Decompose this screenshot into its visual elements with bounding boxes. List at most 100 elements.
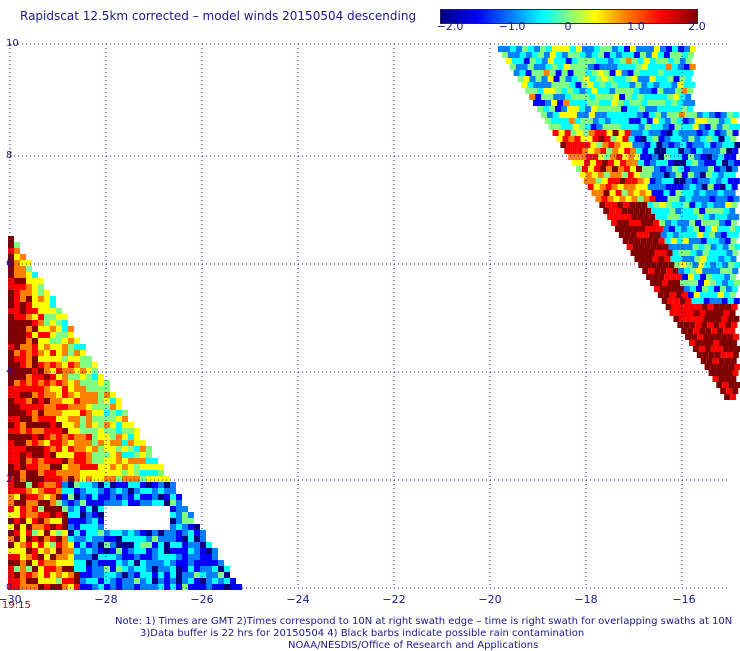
wind-cell: [617, 220, 624, 226]
wind-cell: [677, 82, 684, 88]
wind-cell: [38, 494, 44, 500]
wind-cell: [642, 112, 649, 118]
wind-cell: [140, 560, 146, 566]
wind-cell: [182, 530, 188, 536]
wind-cell: [685, 58, 692, 64]
wind-cell: [712, 154, 719, 160]
wind-cell: [614, 106, 621, 112]
wind-cell: [715, 196, 722, 202]
wind-cell: [20, 296, 26, 302]
wind-cell: [110, 554, 116, 560]
wind-cell: [68, 428, 74, 434]
wind-cell: [669, 208, 676, 214]
wind-cell: [663, 172, 670, 178]
wind-cell: [152, 554, 158, 560]
wind-cell: [621, 70, 628, 76]
wind-cell: [218, 566, 224, 572]
wind-cell: [585, 52, 592, 58]
wind-cell: [20, 338, 26, 344]
wind-cell: [152, 482, 158, 488]
wind-cell: [611, 82, 618, 88]
wind-cell: [732, 268, 739, 274]
wind-cell: [92, 584, 98, 590]
wind-cell: [194, 542, 200, 548]
wind-cell: [624, 46, 630, 52]
wind-cell: [200, 578, 206, 584]
wind-cell: [570, 46, 576, 52]
wind-cell: [660, 268, 667, 274]
wind-cell: [110, 536, 116, 542]
wind-cell: [50, 518, 56, 524]
wind-cell: [669, 70, 676, 76]
wind-cell: [50, 452, 56, 458]
wind-cell: [666, 232, 673, 238]
wind-cell: [705, 310, 712, 316]
wind-cell: [14, 536, 20, 542]
wind-cell: [44, 440, 50, 446]
wind-cell: [604, 154, 611, 160]
wind-cell: [80, 584, 86, 590]
wind-cell: [600, 130, 607, 136]
wind-cell: [710, 142, 717, 148]
wind-cell: [68, 578, 74, 584]
wind-cell: [26, 386, 32, 392]
wind-cell: [705, 328, 712, 334]
wind-cell: [170, 542, 176, 548]
wind-cell: [716, 142, 723, 148]
wind-cell: [569, 64, 576, 70]
wind-cell: [50, 458, 56, 464]
wind-cell: [668, 160, 675, 166]
wind-cell: [98, 404, 104, 410]
wind-cell: [668, 106, 675, 112]
wind-cell: [647, 64, 654, 70]
wind-cell: [559, 94, 566, 100]
wind-cell: [44, 404, 50, 410]
wind-cell: [645, 208, 652, 214]
wind-cell: [50, 530, 56, 536]
wind-cell: [122, 500, 128, 506]
wind-cell: [631, 214, 638, 220]
wind-cell: [26, 530, 32, 536]
wind-cell: [664, 256, 671, 262]
wind-cell: [86, 416, 92, 422]
wind-cell: [716, 226, 723, 232]
wind-cell: [86, 380, 92, 386]
wind-cell: [580, 136, 587, 142]
wind-cell: [708, 232, 715, 238]
wind-cell: [14, 254, 20, 260]
wind-cell: [74, 584, 80, 590]
wind-cell: [684, 250, 691, 256]
wind-cell: [140, 566, 146, 572]
wind-cell: [68, 554, 74, 560]
wind-cell: [619, 214, 626, 220]
wind-cell: [134, 566, 140, 572]
wind-cell: [635, 64, 642, 70]
wind-cell: [104, 392, 110, 398]
wind-cell: [576, 112, 583, 118]
wind-cell: [170, 500, 176, 506]
wind-cell: [687, 70, 694, 76]
wind-cell: [74, 362, 80, 368]
wind-cell: [709, 298, 716, 304]
wind-cell: [703, 214, 710, 220]
wind-cell: [699, 328, 706, 334]
wind-cell: [653, 64, 660, 70]
wind-cell: [44, 356, 50, 362]
wind-cell: [613, 94, 620, 100]
wind-cell: [38, 482, 44, 488]
wind-cell: [570, 148, 577, 154]
wind-cell: [20, 428, 26, 434]
wind-cell: [630, 130, 637, 136]
wind-cell: [14, 464, 20, 470]
wind-cell: [724, 394, 731, 400]
wind-cell: [703, 316, 710, 322]
wind-cell: [555, 52, 562, 58]
wind-cell: [671, 82, 678, 88]
wind-cell: [548, 124, 555, 130]
wind-cell: [732, 250, 739, 256]
wind-cell: [116, 416, 122, 422]
wind-cell: [86, 428, 92, 434]
wind-cell: [696, 232, 703, 238]
wind-cell: [598, 118, 605, 124]
